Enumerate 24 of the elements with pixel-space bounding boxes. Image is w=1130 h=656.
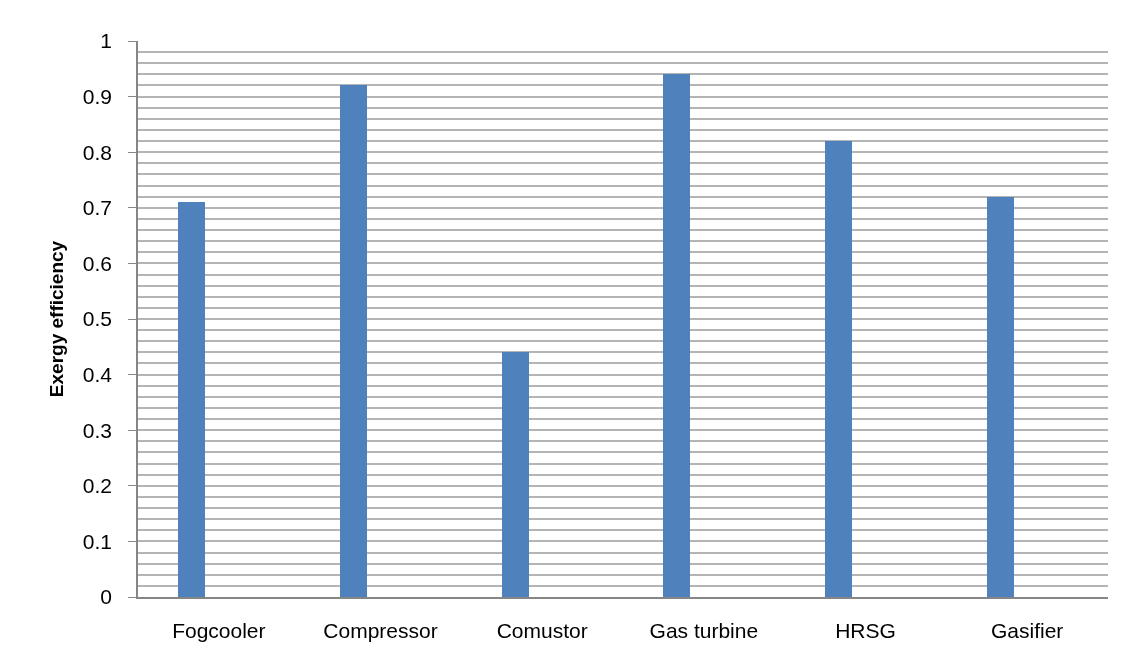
bar: [502, 352, 529, 597]
y-tick-label: 0.5: [82, 307, 113, 331]
bar: [825, 141, 852, 597]
x-tick-label: HRSG: [835, 618, 896, 642]
x-tick-label: Comustor: [496, 618, 588, 642]
y-tick-label: 0: [100, 585, 113, 609]
x-tick-label: Gasifier: [990, 618, 1064, 642]
x-tick-label: Gas turbine: [649, 618, 759, 642]
y-tick-label: 0.4: [82, 362, 113, 386]
y-tick-label: 0.6: [82, 251, 113, 275]
bar: [987, 197, 1014, 597]
y-tick-label: 1: [100, 29, 113, 53]
y-tick-label: 0.1: [82, 529, 113, 553]
y-axis-title: Exergy efficiency: [46, 240, 68, 398]
y-tick-label: 0.2: [82, 474, 113, 498]
y-tick-label: 0.7: [82, 196, 113, 220]
bar: [178, 202, 205, 597]
bar: [340, 85, 367, 597]
x-tick-label: Compressor: [323, 618, 438, 642]
bar: [663, 74, 690, 597]
x-tick-label: Fogcooler: [172, 618, 266, 642]
y-tick-label: 0.8: [82, 140, 113, 164]
y-tick-label: 0.3: [82, 418, 113, 442]
y-tick-label: 0.9: [82, 84, 113, 108]
